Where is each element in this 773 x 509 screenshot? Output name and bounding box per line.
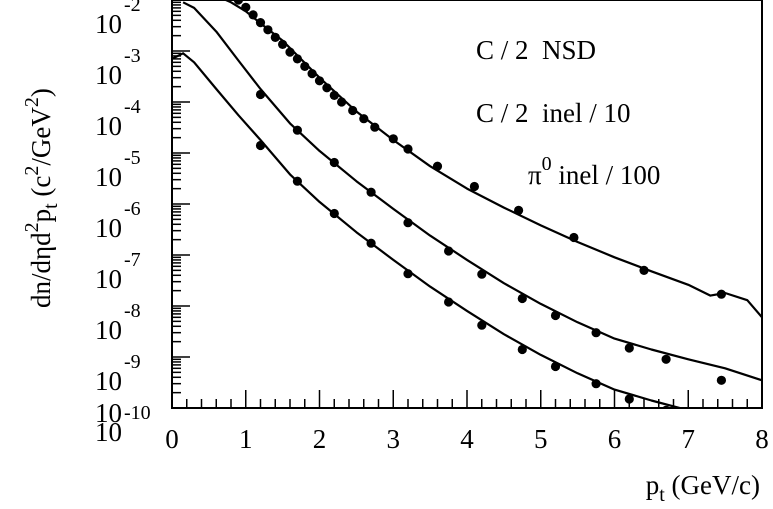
series-1-point bbox=[270, 32, 280, 43]
series-2-point bbox=[517, 293, 527, 304]
series-1-point bbox=[469, 181, 479, 192]
series-2-point bbox=[591, 328, 601, 338]
series-1-point bbox=[337, 97, 347, 107]
x-tick-label: 3 bbox=[387, 424, 401, 454]
series-1-point bbox=[292, 54, 302, 64]
y-tick-label-base: 10 bbox=[95, 417, 122, 447]
series-1-point bbox=[514, 205, 524, 215]
x-tick-label: 8 bbox=[755, 424, 769, 454]
series-1-point bbox=[359, 114, 369, 124]
y-tick-label-bottom: 10 bbox=[95, 398, 122, 428]
y-tick-label-exponent: -9 bbox=[124, 351, 141, 373]
series-2-point bbox=[444, 246, 454, 256]
y-tick-label-base: 10 bbox=[95, 315, 122, 345]
series-1-point bbox=[569, 232, 579, 243]
series-2-point bbox=[550, 310, 561, 321]
series-3-point bbox=[717, 427, 726, 436]
series-1-point bbox=[241, 2, 251, 12]
series-3-point bbox=[550, 361, 561, 372]
series-2-point bbox=[292, 125, 302, 135]
series-3-point bbox=[403, 269, 413, 279]
series-2-point bbox=[716, 375, 727, 385]
series-2-point bbox=[477, 269, 487, 279]
y-tick-label-base: 10 bbox=[95, 213, 122, 243]
y-tick-label-exponent: -6 bbox=[124, 198, 141, 220]
y-axis-title: dn/dηd2pt (c2/GeV2) bbox=[21, 88, 62, 308]
y-tick-label-exponent: -7 bbox=[124, 249, 141, 271]
series-2-point bbox=[366, 187, 376, 197]
series-1-point bbox=[370, 122, 380, 132]
y-tick-label-base: 10 bbox=[95, 9, 122, 39]
y-tick-label-base: 10 bbox=[95, 264, 122, 294]
series-3-point bbox=[624, 394, 634, 404]
y-tick-label-exponent: -8 bbox=[124, 300, 141, 322]
series-3-curve bbox=[172, 52, 684, 408]
plot-frame bbox=[171, 0, 763, 409]
series-1-point bbox=[329, 90, 339, 100]
series-2-point bbox=[403, 218, 413, 228]
series-1-point bbox=[233, 0, 243, 5]
series-1-point bbox=[322, 83, 332, 93]
y-tick-label-base: 10 bbox=[95, 111, 122, 141]
legend-entry-3: π0 inel / 100 bbox=[528, 153, 660, 190]
x-tick-label: 7 bbox=[682, 424, 696, 454]
series-3-point bbox=[517, 344, 527, 355]
model-curves bbox=[172, 0, 762, 408]
series-1-point bbox=[255, 18, 266, 28]
series-2-point bbox=[661, 354, 671, 364]
series-3-point bbox=[477, 320, 487, 330]
series-1-point bbox=[716, 289, 727, 299]
axis-ticks bbox=[171, 0, 763, 409]
x-tick-label: 0 bbox=[165, 424, 179, 454]
series-3-point bbox=[329, 208, 339, 219]
series-3-point bbox=[444, 297, 454, 307]
y-tick-label-exponent: -10 bbox=[124, 402, 151, 424]
series-3-point bbox=[255, 140, 266, 151]
series-3-point bbox=[591, 379, 601, 389]
series-1-point bbox=[263, 25, 273, 35]
series-2-point bbox=[624, 343, 634, 353]
series-1-point bbox=[307, 69, 317, 79]
series-1-point bbox=[314, 76, 325, 86]
series-1-point bbox=[278, 39, 288, 50]
y-tick-label-base: 10 bbox=[95, 366, 122, 396]
legend-entry-2: C / 2 inel / 10 bbox=[476, 98, 631, 128]
series-2-point bbox=[255, 89, 266, 100]
y-tick-label-exponent: -3 bbox=[124, 45, 141, 67]
series-1-point bbox=[285, 47, 295, 57]
x-tick-labels: 0 1 2 3 4 5 6 7 8 bbox=[165, 424, 769, 454]
series-1-point bbox=[300, 61, 310, 71]
series-3-point bbox=[366, 238, 376, 248]
series-1-point bbox=[403, 144, 413, 154]
series-3-point bbox=[292, 176, 302, 186]
data-points bbox=[233, 0, 727, 436]
x-axis-title: pt (GeV/c) bbox=[646, 470, 760, 506]
y-tick-label-base: 10 bbox=[95, 162, 122, 192]
y-tick-label-base: 10 bbox=[95, 60, 122, 90]
x-tick-label: 5 bbox=[534, 424, 548, 454]
x-tick-label: 2 bbox=[313, 424, 327, 454]
series-1-point bbox=[388, 134, 398, 144]
x-tick-label: 1 bbox=[239, 424, 253, 454]
series-1-point bbox=[432, 161, 443, 171]
series-2-curve bbox=[182, 1, 762, 382]
series-1-point bbox=[248, 10, 258, 20]
y-tick-label-exponent: -4 bbox=[124, 96, 141, 118]
legend-entry-1: C / 2 NSD bbox=[476, 35, 596, 65]
series-1-point bbox=[639, 265, 649, 275]
series-1-point bbox=[348, 105, 358, 116]
x-tick-label: 4 bbox=[460, 424, 474, 454]
x-tick-label: 6 bbox=[608, 424, 622, 454]
series-2-point bbox=[329, 157, 339, 168]
y-tick-label-exponent: -2 bbox=[124, 0, 141, 16]
y-tick-label-exponent: -5 bbox=[124, 147, 141, 169]
